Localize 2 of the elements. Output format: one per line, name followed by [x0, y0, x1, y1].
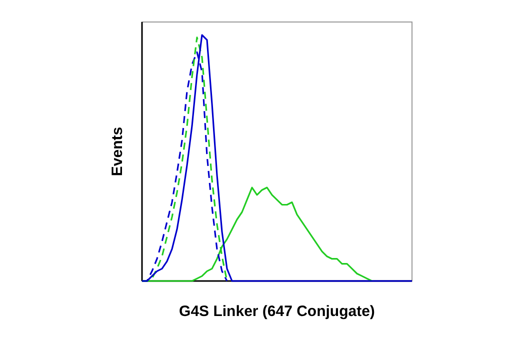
x-axis-title: G4S Linker (647 Conjugate) [179, 303, 375, 320]
y-axis-title: Events [109, 126, 126, 176]
